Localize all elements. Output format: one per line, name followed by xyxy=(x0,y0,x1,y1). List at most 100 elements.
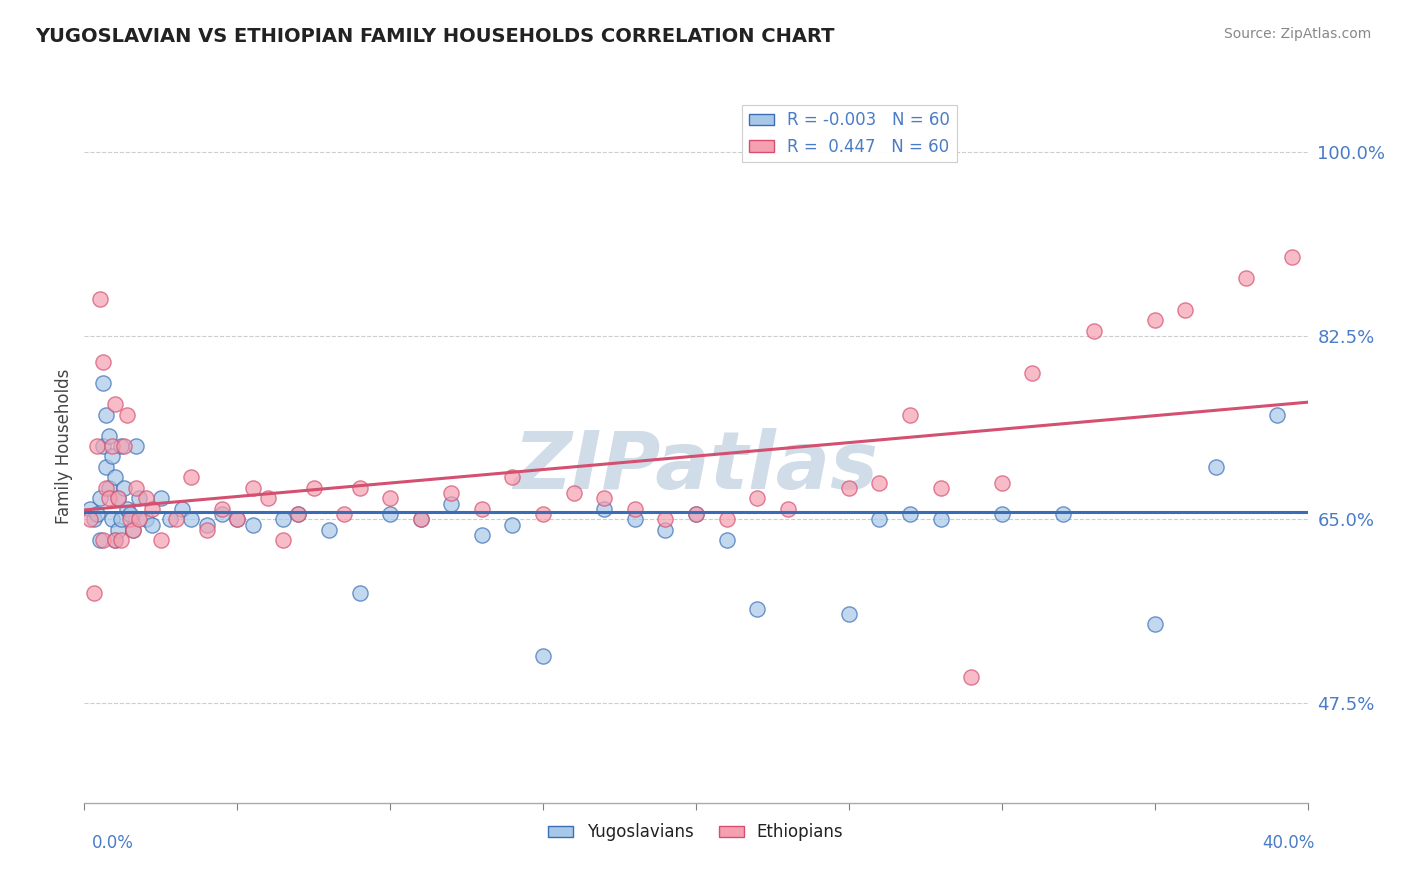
Text: 40.0%: 40.0% xyxy=(1263,834,1315,852)
Point xyxy=(122,523,145,537)
Point xyxy=(242,517,264,532)
Point xyxy=(110,439,132,453)
Point xyxy=(471,528,494,542)
Point xyxy=(1052,507,1074,521)
Point xyxy=(125,439,148,453)
Point xyxy=(380,491,402,506)
Y-axis label: Family Households: Family Households xyxy=(55,368,73,524)
Point xyxy=(685,507,707,521)
Point xyxy=(440,486,463,500)
Point xyxy=(135,491,157,506)
Point xyxy=(747,601,769,615)
Point xyxy=(1205,460,1227,475)
Point xyxy=(97,491,120,506)
Point xyxy=(79,512,101,526)
Point xyxy=(104,533,127,548)
Point xyxy=(83,586,105,600)
Point xyxy=(89,292,111,306)
Point xyxy=(869,475,891,490)
Point xyxy=(159,512,181,526)
Point xyxy=(226,512,249,526)
Point xyxy=(242,481,264,495)
Point xyxy=(562,486,585,500)
Point xyxy=(349,481,371,495)
Point xyxy=(149,491,172,506)
Point xyxy=(593,491,616,506)
Point xyxy=(349,586,371,600)
Point xyxy=(440,497,463,511)
Point xyxy=(471,502,494,516)
Point xyxy=(195,523,218,537)
Point xyxy=(991,507,1014,521)
Point xyxy=(302,481,325,495)
Point xyxy=(107,491,129,506)
Point xyxy=(104,397,127,411)
Point xyxy=(91,376,114,390)
Point xyxy=(104,533,127,548)
Point xyxy=(929,512,952,526)
Point xyxy=(318,523,340,537)
Point xyxy=(91,533,114,548)
Point xyxy=(1083,324,1105,338)
Point xyxy=(226,512,249,526)
Point xyxy=(929,481,952,495)
Text: Source: ZipAtlas.com: Source: ZipAtlas.com xyxy=(1223,27,1371,41)
Point xyxy=(1265,408,1288,422)
Point xyxy=(257,491,280,506)
Point xyxy=(898,507,921,521)
Point xyxy=(991,475,1014,490)
Point xyxy=(125,481,148,495)
Point xyxy=(180,470,202,484)
Point xyxy=(685,507,707,521)
Legend: Yugoslavians, Ethiopians: Yugoslavians, Ethiopians xyxy=(541,817,851,848)
Point xyxy=(287,507,309,521)
Point xyxy=(898,408,921,422)
Point xyxy=(776,502,799,516)
Point xyxy=(115,408,138,422)
Point xyxy=(94,460,117,475)
Point xyxy=(94,481,117,495)
Point xyxy=(97,428,120,442)
Point xyxy=(110,533,132,548)
Point xyxy=(97,481,120,495)
Point xyxy=(195,517,218,532)
Point xyxy=(180,512,202,526)
Point xyxy=(502,470,524,484)
Point xyxy=(502,517,524,532)
Point xyxy=(654,512,676,526)
Point xyxy=(716,533,738,548)
Point xyxy=(409,512,432,526)
Point xyxy=(91,355,114,369)
Point xyxy=(89,491,111,506)
Point xyxy=(135,512,157,526)
Point xyxy=(101,450,124,464)
Point xyxy=(101,439,124,453)
Point xyxy=(112,481,135,495)
Point xyxy=(172,502,194,516)
Point xyxy=(141,517,163,532)
Point xyxy=(380,507,402,521)
Point xyxy=(86,439,108,453)
Point xyxy=(838,607,860,621)
Point xyxy=(593,502,616,516)
Point xyxy=(1021,366,1043,380)
Point xyxy=(128,491,150,506)
Point xyxy=(409,512,432,526)
Point xyxy=(531,507,554,521)
Point xyxy=(716,512,738,526)
Text: 0.0%: 0.0% xyxy=(91,834,134,852)
Point xyxy=(333,507,356,521)
Text: ZIPatlas: ZIPatlas xyxy=(513,428,879,507)
Point xyxy=(624,502,647,516)
Point xyxy=(211,502,233,516)
Point xyxy=(141,502,163,516)
Point xyxy=(128,512,150,526)
Point xyxy=(94,408,117,422)
Point xyxy=(1143,313,1166,327)
Point xyxy=(120,512,142,526)
Point xyxy=(91,439,114,453)
Point xyxy=(211,507,233,521)
Point xyxy=(149,533,172,548)
Point xyxy=(1143,617,1166,632)
Point xyxy=(104,470,127,484)
